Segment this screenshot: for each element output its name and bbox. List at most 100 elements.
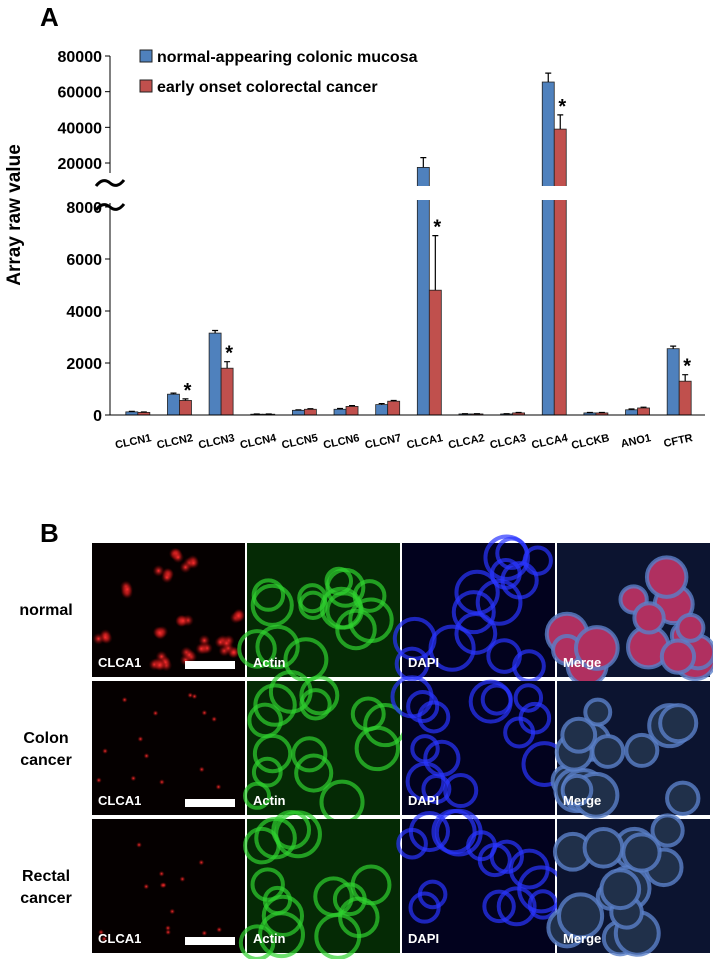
bar <box>304 409 316 415</box>
x-tick-label: CLCA1 <box>406 432 444 451</box>
crypt <box>647 557 686 596</box>
signal <box>201 710 207 716</box>
scale-bar <box>185 937 235 945</box>
axis-break <box>117 186 700 200</box>
bar <box>334 409 346 415</box>
channel-label: Actin <box>253 931 286 946</box>
signal <box>191 693 197 699</box>
channel-label: Merge <box>563 793 601 808</box>
bar <box>292 410 304 415</box>
signal <box>153 710 159 716</box>
error-bar <box>295 410 301 411</box>
signal <box>169 908 175 914</box>
bar <box>554 129 566 415</box>
crypt <box>677 615 703 641</box>
signal <box>136 842 142 848</box>
bar <box>209 333 221 415</box>
bar <box>679 381 691 415</box>
x-tick-label: CLCA3 <box>489 432 527 451</box>
signal <box>159 779 165 785</box>
channel-label: Merge <box>563 655 601 670</box>
x-tick-label: CLCN3 <box>197 432 235 451</box>
channel-label: CLCA1 <box>98 793 141 808</box>
y-tick-label: 6000 <box>66 252 102 269</box>
crypt <box>660 705 696 741</box>
x-tick-label: CFTR <box>663 432 694 450</box>
signal <box>199 766 205 772</box>
bar <box>221 368 233 415</box>
signal <box>177 615 189 627</box>
row-label: normal <box>19 602 72 619</box>
y-tick-label: 40000 <box>58 120 103 137</box>
signal <box>216 927 222 933</box>
signal <box>195 643 207 655</box>
x-tick-label: CLCKB <box>570 432 610 452</box>
signal <box>122 697 128 703</box>
channel-label: Actin <box>253 655 286 670</box>
legend-label: early onset colorectal cancer <box>157 79 378 96</box>
bar <box>179 400 191 415</box>
signal <box>201 930 207 936</box>
bar <box>429 290 441 415</box>
y-tick-label: 20000 <box>58 156 103 173</box>
scale-bar <box>185 661 235 669</box>
signal <box>96 777 102 783</box>
break-symbol <box>96 180 124 186</box>
signal <box>198 859 204 865</box>
signal <box>153 565 165 577</box>
scale-bar <box>185 799 235 807</box>
signal <box>154 627 166 639</box>
channel-label: Merge <box>563 931 601 946</box>
signal <box>161 882 167 888</box>
bar <box>167 394 179 415</box>
x-tick-label: CLCN4 <box>239 432 278 452</box>
crypt <box>667 783 698 814</box>
signal <box>121 583 133 595</box>
x-tick-label: CLCA4 <box>531 432 570 452</box>
x-tick-label: CLCN6 <box>322 432 360 451</box>
bar <box>626 410 638 415</box>
crypt <box>623 834 659 870</box>
legend-label: normal-appearing colonic mucosa <box>157 49 418 66</box>
y-tick-label: 2000 <box>66 356 102 373</box>
legend-swatch <box>140 50 152 62</box>
signal <box>165 925 171 931</box>
panel-label: A <box>40 2 59 32</box>
x-tick-label: CLCA2 <box>447 432 485 451</box>
signal <box>102 748 108 754</box>
y-tick-label: 4000 <box>66 304 102 321</box>
channel-label: DAPI <box>408 931 439 946</box>
bar <box>667 349 679 415</box>
significance-marker: * <box>184 380 192 402</box>
y-tick-label: 80000 <box>58 49 103 66</box>
crypt <box>662 640 694 672</box>
error-bar <box>129 411 135 412</box>
signal <box>130 775 136 781</box>
bar <box>417 167 429 415</box>
channel-label: DAPI <box>408 793 439 808</box>
signal <box>93 633 105 645</box>
signal <box>172 551 184 563</box>
x-tick-label: CLCN2 <box>156 432 194 451</box>
channel-label: CLCA1 <box>98 931 141 946</box>
signal <box>215 784 221 790</box>
signal <box>144 753 150 759</box>
signal <box>187 557 199 569</box>
x-tick-label: CLCN5 <box>281 432 319 451</box>
y-tick-label: 0 <box>93 408 102 425</box>
signal <box>179 876 185 882</box>
channel-label: CLCA1 <box>98 655 141 670</box>
significance-marker: * <box>225 343 233 365</box>
error-bar <box>307 409 313 410</box>
crypt <box>562 719 595 752</box>
signal <box>137 736 143 742</box>
x-tick-label: CLCN1 <box>114 432 152 451</box>
crypt <box>601 870 639 908</box>
plot: 0200040006000800020000400006000080000***… <box>58 49 706 452</box>
error-bar <box>420 158 426 168</box>
significance-marker: * <box>683 356 691 378</box>
